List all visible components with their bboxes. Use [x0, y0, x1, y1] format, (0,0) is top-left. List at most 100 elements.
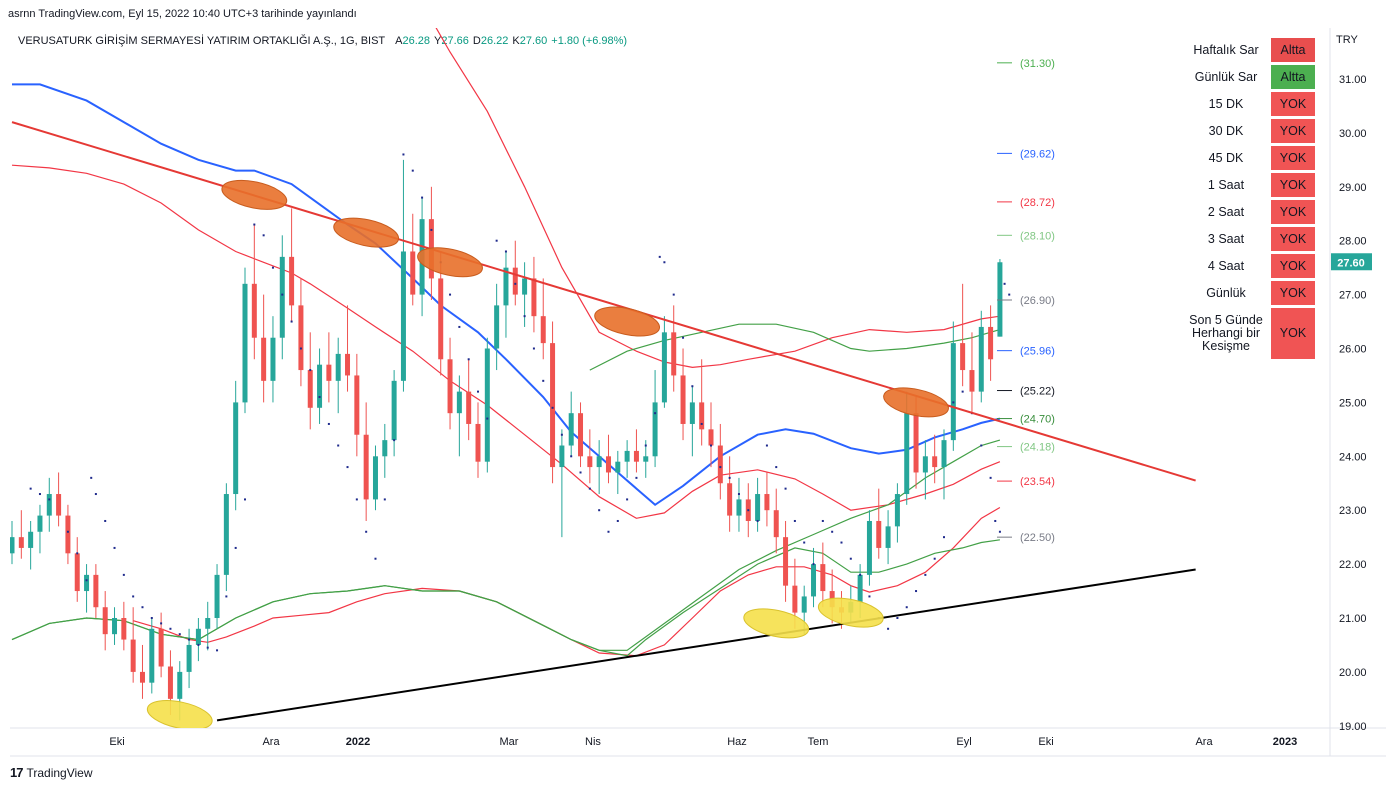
candle-body	[764, 494, 770, 511]
candle-body	[10, 537, 15, 554]
signal-state: Altta	[1271, 38, 1315, 62]
sar-dot	[765, 444, 768, 447]
candle-body	[74, 553, 80, 592]
candle-body	[605, 456, 611, 473]
candle-body	[363, 434, 369, 500]
sar-dot	[821, 519, 824, 522]
candle-body	[18, 537, 24, 548]
last-price-label: 27.60	[1337, 257, 1365, 269]
signal-state: YOK	[1271, 308, 1315, 359]
indicator-line-1	[11, 164, 1001, 519]
candle-body	[969, 370, 975, 392]
sar-dot	[998, 530, 1001, 533]
sar-dot	[346, 466, 349, 469]
candle-body	[792, 585, 798, 613]
candle-body	[904, 413, 910, 495]
sar-dot	[486, 417, 489, 420]
x-tick-label: Ara	[262, 736, 280, 748]
highlight-ellipse	[817, 597, 884, 628]
candle-body	[475, 423, 481, 462]
candle-body	[624, 450, 630, 462]
candle-body	[550, 343, 556, 468]
sar-dot	[896, 617, 899, 619]
sar-dot	[85, 579, 88, 582]
sar-dot	[514, 282, 517, 285]
candle-body	[783, 537, 789, 586]
candle-body	[494, 305, 500, 349]
sar-dot	[775, 466, 778, 469]
signal-name: 15 DK	[1181, 92, 1271, 116]
tradingview-mark-icon: 17	[10, 765, 24, 780]
candle-body	[177, 671, 183, 699]
candle-body	[578, 413, 584, 457]
signal-row: 2 Saat YOK	[1181, 200, 1315, 224]
tradingview-logo[interactable]: 17 TradingView	[10, 765, 93, 780]
sar-dot	[989, 476, 992, 479]
signal-row: Haftalık Sar Altta	[1181, 38, 1315, 62]
sar-dot	[150, 617, 153, 619]
y-tick-label: 28.00	[1339, 236, 1367, 248]
sar-dot	[365, 530, 368, 533]
sar-dot	[737, 493, 740, 496]
sar-dot	[1003, 282, 1006, 285]
candle-body	[130, 639, 136, 672]
candle-body	[242, 283, 248, 403]
sar-dot	[29, 487, 32, 490]
sar-dot	[132, 595, 135, 598]
close-value: 27.60	[519, 35, 548, 47]
trendline-0	[11, 121, 1196, 482]
y-tick-label: 19.00	[1339, 721, 1367, 733]
candle-body	[307, 370, 313, 408]
y-tick-label: 24.00	[1339, 451, 1367, 463]
sar-dot	[374, 557, 377, 560]
signal-name: Haftalık Sar	[1181, 38, 1271, 62]
currency-label: TRY	[1336, 34, 1358, 46]
symbol-name[interactable]: VERUSATURK GİRİŞİM SERMAYESİ YATIRIM ORT…	[18, 35, 386, 47]
sar-dot	[658, 255, 661, 258]
level-label: (25.22)	[1020, 386, 1055, 398]
candle-body	[512, 267, 518, 295]
signal-name: Günlük	[1181, 281, 1271, 305]
candle-body	[894, 494, 900, 527]
signal-name: 4 Saat	[1181, 254, 1271, 278]
tradingview-brand: TradingView	[26, 765, 93, 780]
sar-dot	[449, 293, 452, 296]
candle-body	[801, 596, 807, 613]
candle-body	[643, 456, 649, 462]
candle-body	[410, 251, 416, 295]
sar-dot	[225, 595, 228, 598]
candle-body	[270, 337, 276, 381]
sar-dot	[924, 573, 927, 576]
highlight-ellipse	[146, 700, 213, 728]
signal-row: Günlük Sar Altta	[1181, 65, 1315, 89]
candle-body	[708, 429, 714, 446]
sar-dot	[355, 498, 358, 501]
sar-dot	[663, 261, 666, 264]
candle-body	[158, 628, 164, 667]
candle-body	[233, 402, 239, 495]
sar-dot	[859, 573, 862, 576]
highlight-ellipse	[743, 608, 810, 639]
level-label: (22.50)	[1020, 532, 1055, 544]
highlight-ellipse	[417, 247, 483, 278]
sar-dot	[113, 546, 116, 549]
sar-dot	[831, 530, 834, 533]
candle-body	[885, 526, 891, 548]
candle-body	[503, 267, 509, 306]
indicator-line-2	[133, 506, 1001, 657]
candle-body	[689, 402, 695, 424]
open-value: 26.28	[402, 35, 431, 47]
sar-dot	[197, 643, 200, 646]
sar-dot	[430, 228, 433, 231]
sar-dot	[477, 390, 479, 393]
candle-body	[876, 520, 882, 548]
candle-body	[438, 278, 444, 360]
candle-body	[139, 671, 145, 683]
y-tick-label: 22.00	[1339, 559, 1367, 571]
candle-body	[345, 353, 351, 376]
candle-body	[46, 494, 52, 516]
sar-dot	[719, 466, 722, 469]
x-tick-label: Tem	[808, 736, 829, 748]
sar-dot	[710, 444, 712, 447]
